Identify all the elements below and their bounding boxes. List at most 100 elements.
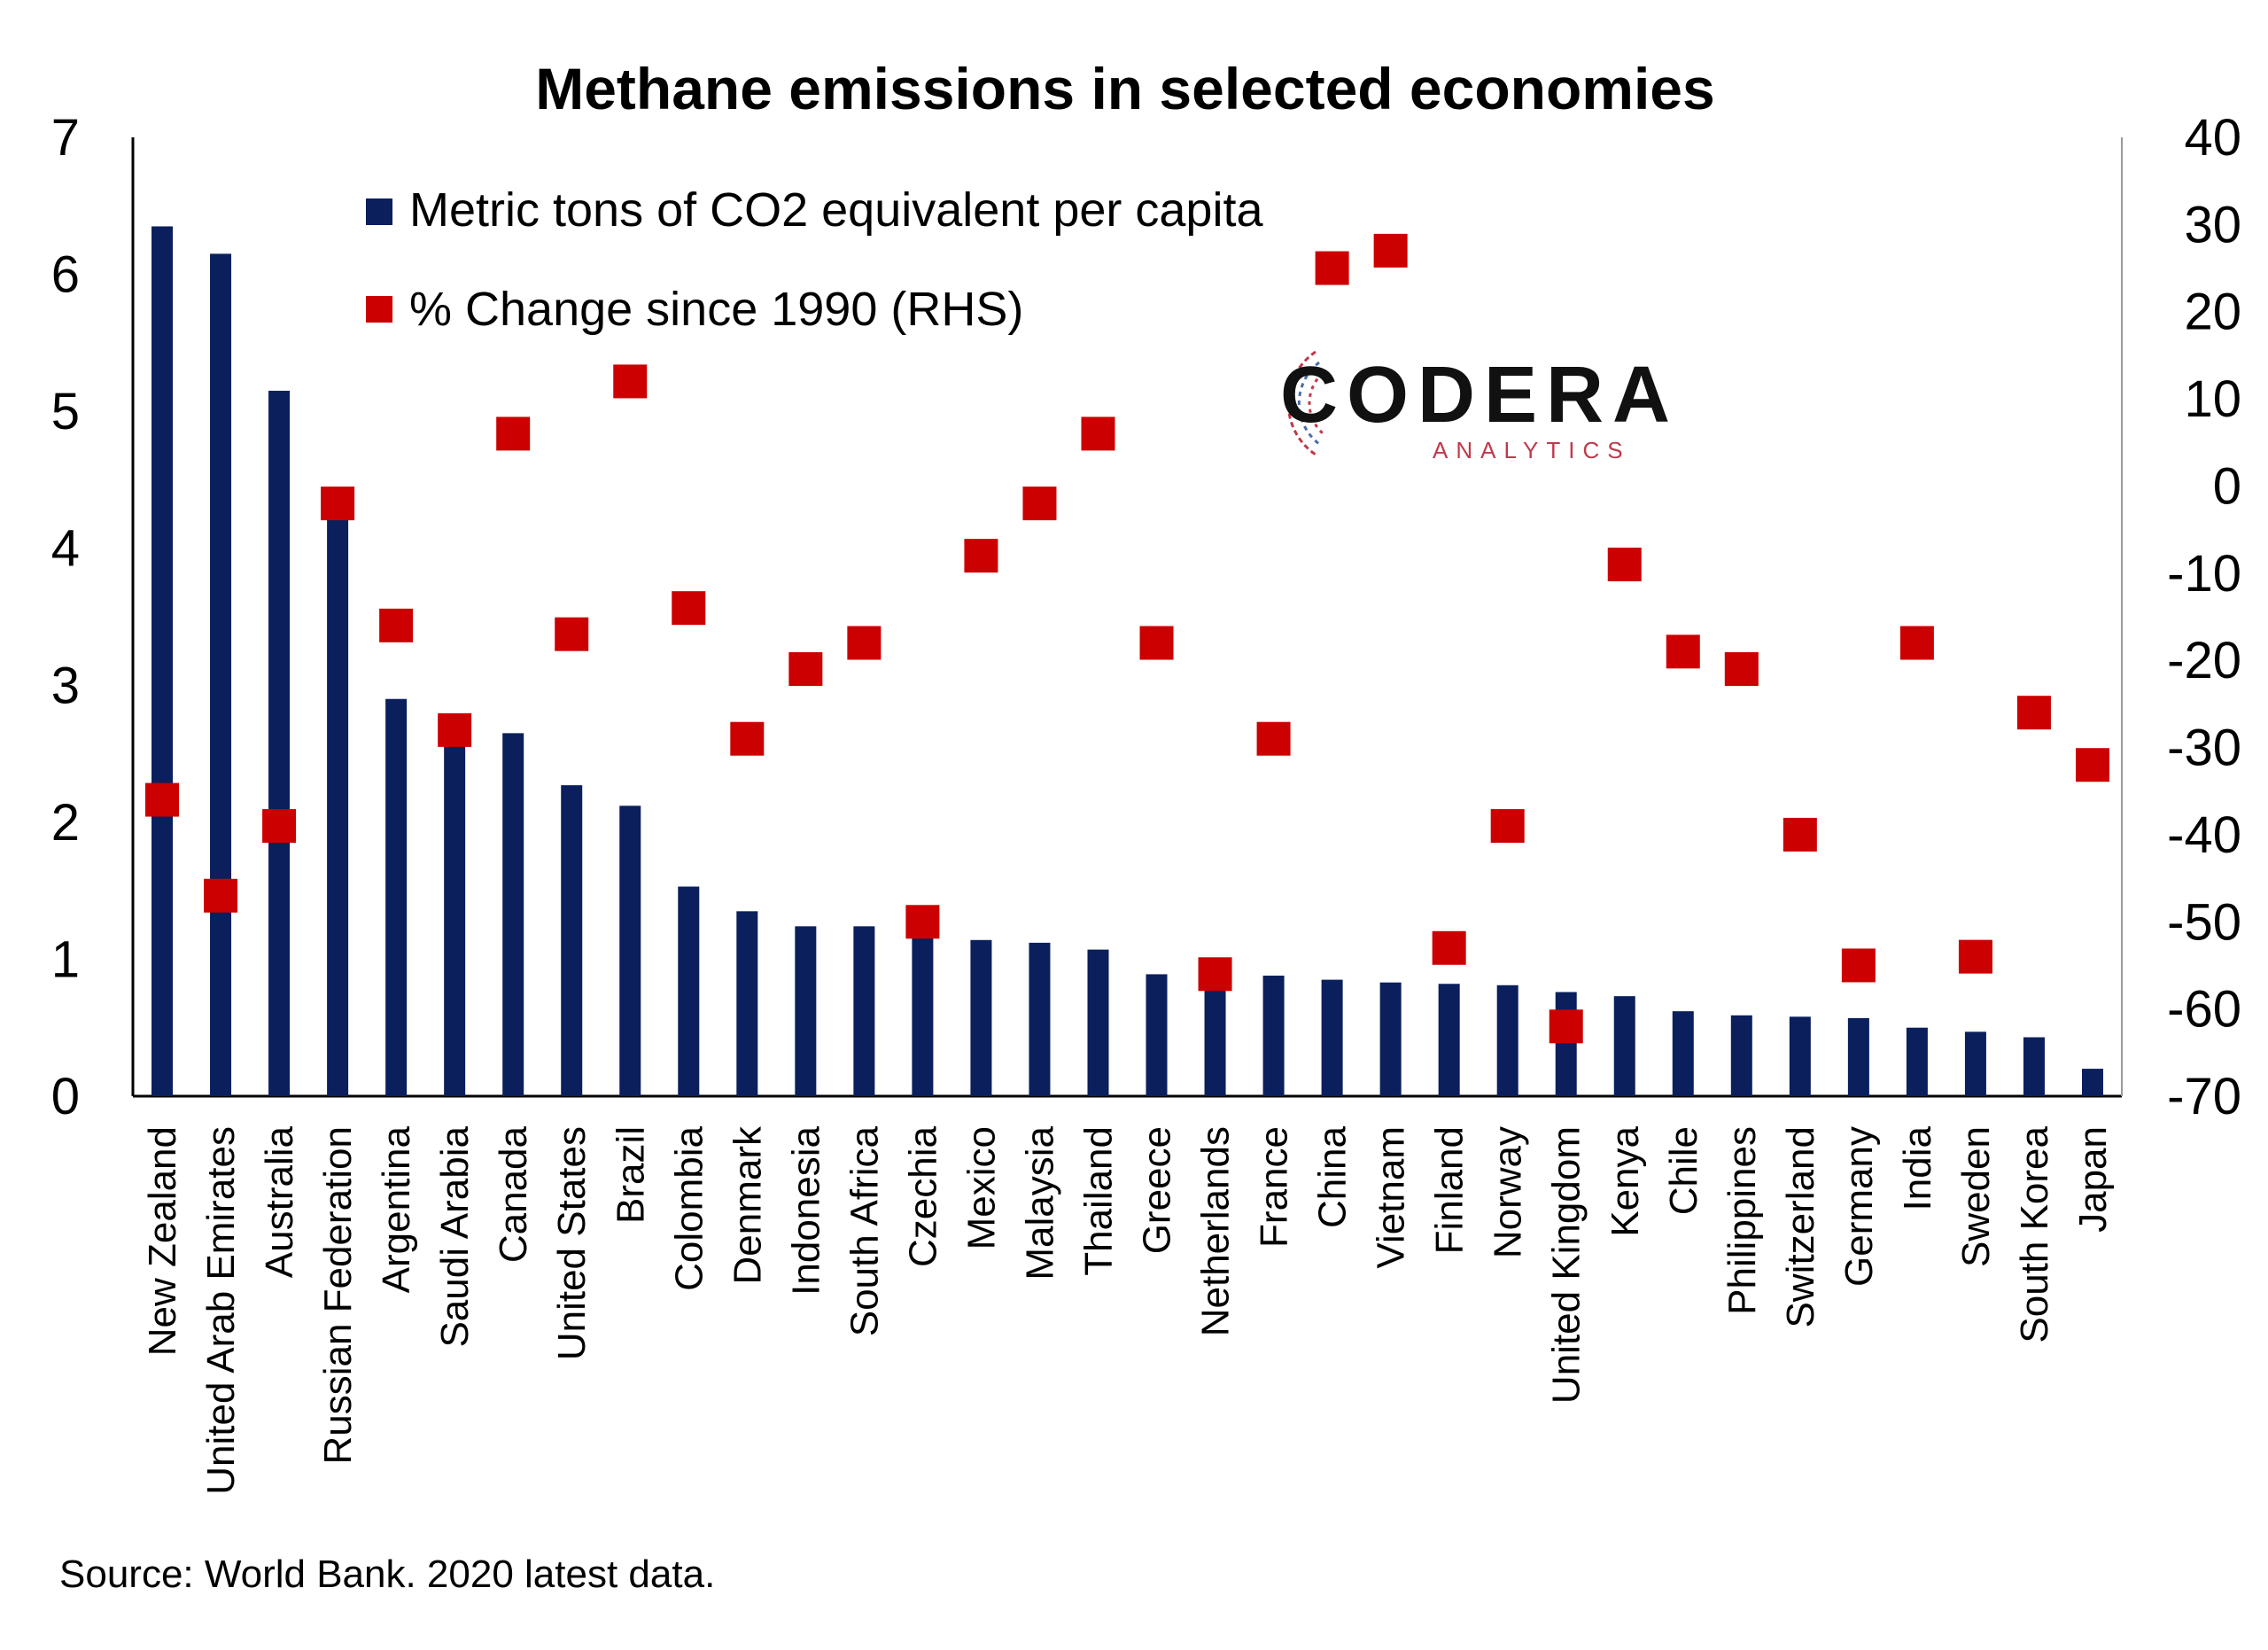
x-tick-label: Sweden: [1954, 1126, 1998, 1267]
logo-arc-icon: [1286, 350, 1324, 456]
x-tick-label: Mexico: [959, 1126, 1003, 1249]
bar: [444, 716, 466, 1096]
x-tick-label: China: [1311, 1125, 1355, 1227]
y2-tick-label: 20: [2184, 284, 2241, 341]
bar: [1847, 1017, 1869, 1096]
x-tick-label: Chile: [1662, 1126, 1705, 1215]
x-tick-label: Denmark: [726, 1125, 769, 1284]
bar: [327, 504, 349, 1096]
marker-point: [613, 364, 648, 399]
y2-tick-label: -20: [2167, 632, 2241, 689]
bar: [385, 698, 408, 1096]
bar: [1730, 1015, 1752, 1096]
marker-point: [1022, 486, 1057, 521]
bar: [1029, 942, 1051, 1096]
x-tick-label: Vietnam: [1370, 1126, 1413, 1269]
x-tick-label: Colombia: [667, 1125, 711, 1290]
legend-label-bars: Metric tons of CO2 equivalent per capita: [409, 183, 1263, 237]
x-tick-label: Argentina: [375, 1125, 418, 1293]
marker-point: [1958, 939, 1992, 974]
x-tick-label: Thailand: [1076, 1126, 1120, 1276]
y2-tick-label: -60: [2167, 981, 2241, 1039]
marker-point: [1841, 948, 1876, 983]
bar: [1555, 992, 1577, 1096]
marker-point: [1139, 626, 1174, 660]
bar: [619, 806, 641, 1096]
marker-point: [1081, 416, 1115, 451]
bar: [1146, 974, 1168, 1096]
marker-point: [438, 712, 472, 747]
plot-area: 0 1 2 3 4 5 6 7 -70 -60 -50 -40 -30 -20 -10 0 10 20 30 40 Ne…: [51, 109, 2241, 1495]
y-tick-label: 2: [51, 794, 80, 852]
y2-tick-label: -40: [2167, 806, 2241, 864]
marker-point: [847, 626, 882, 660]
x-tick-label: Saudi Arabia: [433, 1125, 477, 1347]
bar: [853, 926, 875, 1096]
y2-tick-label: -30: [2167, 720, 2241, 777]
bar: [1379, 982, 1402, 1096]
x-tick-label: United States: [550, 1126, 594, 1360]
bar: [1672, 1011, 1694, 1096]
y-tick-label: 6: [51, 246, 80, 304]
marker-point: [204, 878, 238, 913]
logo-wordmark: CODERA: [1280, 351, 1680, 440]
legend-swatch-bars: [366, 198, 392, 225]
x-tick-label: Russian Federation: [316, 1126, 360, 1465]
marker-point: [1373, 233, 1408, 268]
x-tick-label: Brazil: [609, 1126, 652, 1224]
y2-tick-label: -50: [2167, 893, 2241, 951]
marker-point: [905, 905, 940, 939]
bar: [1087, 949, 1109, 1096]
x-tick-label: Japan: [2071, 1126, 2115, 1233]
bar: [1438, 984, 1460, 1096]
x-tick-label: Australia: [258, 1125, 301, 1278]
x-tick-label: Finland: [1428, 1126, 1472, 1254]
y-tick-label: 5: [51, 383, 80, 440]
codera-logo: CODERA ANALYTICS: [1227, 332, 1670, 474]
bar: [2023, 1037, 2045, 1096]
source-note: Source: World Bank. 2020 latest data.: [59, 1553, 716, 1596]
bar: [736, 911, 758, 1096]
x-tick-label: Norway: [1487, 1126, 1530, 1258]
bar: [912, 937, 934, 1096]
y-tick-label: 3: [51, 657, 80, 714]
bar: [2081, 1069, 2103, 1096]
marker-point: [555, 617, 589, 651]
marker-point: [1724, 652, 1759, 687]
bar: [1262, 975, 1285, 1096]
x-tick-label: Greece: [1136, 1126, 1179, 1254]
x-tick-label: United Arab Emirates: [199, 1126, 243, 1495]
bar: [561, 785, 583, 1096]
y2-tick-label: -10: [2167, 545, 2241, 603]
bar: [970, 939, 992, 1096]
marker-point: [1432, 930, 1466, 965]
marker-point: [1315, 251, 1349, 285]
y2-tick-label: 0: [2213, 457, 2241, 515]
x-tick-label: United Kingdom: [1545, 1126, 1588, 1404]
marker-point: [1783, 817, 1817, 852]
y-tick-label: 7: [51, 109, 80, 167]
chart-legend: Metric tons of CO2 equivalent per capita…: [366, 183, 1263, 336]
marker-point: [964, 539, 998, 573]
marker-point: [1607, 547, 1642, 581]
marker-point: [2075, 748, 2109, 782]
x-tick-label: Kenya: [1604, 1125, 1647, 1236]
marker-point: [1256, 721, 1291, 756]
marker-point: [1549, 1009, 1583, 1044]
x-tick-label: Czechia: [901, 1125, 944, 1266]
marker-point: [262, 809, 297, 844]
x-tick-label: Philippines: [1720, 1126, 1764, 1315]
x-tick-label: Switzerland: [1779, 1126, 1822, 1327]
x-tick-label: Indonesia: [784, 1125, 827, 1295]
bar: [1321, 979, 1343, 1096]
marker-point: [788, 652, 823, 687]
bar: [1613, 996, 1635, 1096]
marker-point: [496, 416, 531, 451]
x-tick-label: Malaysia: [1018, 1125, 1061, 1280]
legend-label-markers: % Change since 1990 (RHS): [409, 283, 1023, 336]
bar: [795, 926, 817, 1096]
bar: [502, 733, 524, 1096]
y-tick-label: 1: [51, 930, 80, 988]
marker-point: [1490, 809, 1525, 844]
